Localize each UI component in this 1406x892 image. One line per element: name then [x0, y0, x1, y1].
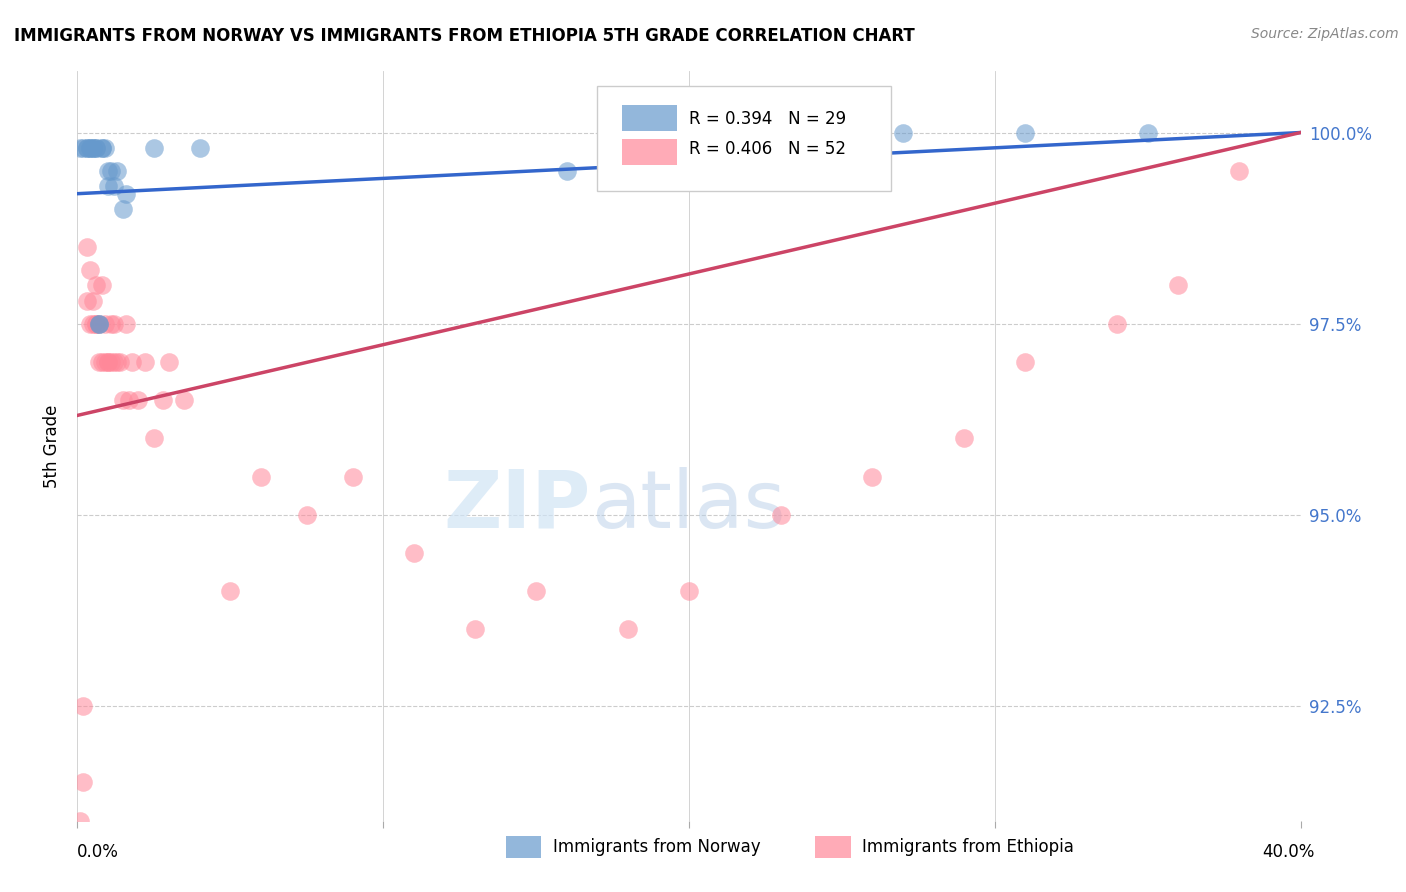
Point	[105, 163, 128, 178]
Point	[118, 393, 141, 408]
Point	[103, 317, 125, 331]
Point	[84, 141, 107, 155]
Point	[617, 623, 640, 637]
Point	[82, 141, 104, 155]
Point	[862, 469, 884, 483]
Text: R = 0.394   N = 29: R = 0.394 N = 29	[689, 110, 846, 128]
Point	[84, 317, 107, 331]
Point	[82, 141, 104, 155]
Point	[94, 355, 117, 369]
Point	[1167, 278, 1189, 293]
Point	[90, 278, 112, 293]
Bar	[621, 105, 676, 131]
Point	[76, 141, 98, 155]
Point	[1014, 355, 1036, 369]
Point	[295, 508, 318, 522]
Point	[188, 141, 211, 155]
Point	[97, 355, 120, 369]
Point	[100, 355, 122, 369]
Point	[90, 355, 112, 369]
Point	[87, 317, 110, 331]
Point	[94, 317, 117, 331]
Point	[891, 126, 914, 140]
Point	[157, 355, 180, 369]
Point	[82, 317, 104, 331]
Point	[112, 202, 135, 216]
Point	[1014, 126, 1036, 140]
Point	[87, 317, 110, 331]
Point	[402, 546, 425, 560]
Point	[87, 355, 110, 369]
Text: Immigrants from Norway: Immigrants from Norway	[553, 838, 761, 856]
Point	[250, 469, 273, 483]
Point	[142, 141, 165, 155]
Point	[1107, 317, 1129, 331]
Point	[678, 584, 700, 599]
Text: Immigrants from Ethiopia: Immigrants from Ethiopia	[862, 838, 1074, 856]
Point	[97, 355, 120, 369]
Point	[769, 508, 792, 522]
Point	[69, 141, 91, 155]
Point	[97, 163, 120, 178]
Point	[103, 179, 125, 194]
Point	[90, 141, 112, 155]
Point	[555, 163, 578, 178]
Bar	[621, 139, 676, 165]
Point	[128, 393, 150, 408]
Point	[79, 141, 101, 155]
Point	[84, 141, 107, 155]
Point	[1229, 163, 1251, 178]
Point	[76, 240, 98, 254]
Point	[72, 141, 94, 155]
Text: 0.0%: 0.0%	[77, 843, 120, 861]
Point	[79, 317, 101, 331]
Point	[740, 141, 762, 155]
Text: ZIP: ZIP	[444, 467, 591, 545]
Text: R = 0.406   N = 52: R = 0.406 N = 52	[689, 139, 846, 158]
Point	[115, 186, 138, 201]
Text: Source: ZipAtlas.com: Source: ZipAtlas.com	[1251, 27, 1399, 41]
Point	[72, 775, 94, 789]
Point	[84, 317, 107, 331]
Point	[72, 698, 94, 713]
Point	[76, 141, 98, 155]
Text: IMMIGRANTS FROM NORWAY VS IMMIGRANTS FROM ETHIOPIA 5TH GRADE CORRELATION CHART: IMMIGRANTS FROM NORWAY VS IMMIGRANTS FRO…	[14, 27, 915, 45]
Point	[112, 393, 135, 408]
Point	[142, 431, 165, 445]
Y-axis label: 5th Grade: 5th Grade	[44, 404, 62, 488]
Point	[173, 393, 195, 408]
Point	[524, 584, 547, 599]
Text: 40.0%: 40.0%	[1263, 843, 1315, 861]
Point	[105, 355, 128, 369]
Point	[97, 179, 120, 194]
Point	[87, 317, 110, 331]
Point	[103, 355, 125, 369]
Point	[100, 317, 122, 331]
Point	[953, 431, 976, 445]
Point	[108, 355, 131, 369]
Point	[152, 393, 174, 408]
Point	[219, 584, 242, 599]
Point	[79, 263, 101, 277]
Point	[69, 814, 91, 828]
Point	[82, 293, 104, 308]
FancyBboxPatch shape	[598, 87, 891, 191]
Point	[76, 293, 98, 308]
Point	[464, 623, 486, 637]
Text: atlas: atlas	[591, 467, 786, 545]
Point	[79, 141, 101, 155]
Point	[1136, 126, 1159, 140]
Point	[94, 141, 117, 155]
Point	[84, 278, 107, 293]
Point	[100, 163, 122, 178]
Point	[115, 317, 138, 331]
Point	[121, 355, 143, 369]
Point	[342, 469, 364, 483]
Point	[134, 355, 156, 369]
Point	[90, 141, 112, 155]
